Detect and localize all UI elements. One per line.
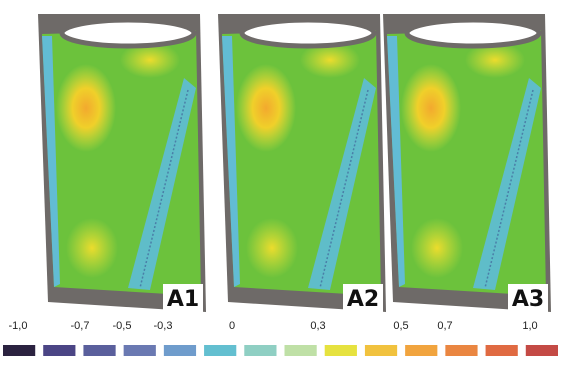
- scale-label: -0,5: [113, 320, 132, 332]
- opening: [242, 20, 374, 46]
- color-swatch: [365, 345, 397, 356]
- colorbar: -1,0 -0,7 -0,5 -0,3 0 0,3 0,5 0,7 1,0: [3, 320, 558, 356]
- opening: [407, 20, 539, 46]
- color-swatch: [244, 345, 276, 356]
- color-swatch: [204, 345, 236, 356]
- color-swatch: [405, 345, 437, 356]
- hot-spot: [401, 64, 461, 152]
- scale-label: -0,7: [71, 320, 90, 332]
- figure: A1 A2 A3 -1,0 -0,7 -0,5 -0,3 0 0,3 0,5 0,7 1,0: [0, 0, 563, 381]
- scale-label: 1,0: [522, 320, 537, 332]
- color-swatch: [445, 345, 477, 356]
- color-swatch: [83, 345, 115, 356]
- warm-spot: [246, 218, 298, 278]
- panel-label: A1: [167, 287, 199, 312]
- panels: A1 A2 A3: [38, 14, 551, 312]
- scale-label: -1,0: [9, 320, 28, 332]
- color-swatch: [526, 345, 558, 356]
- panel: A1: [38, 14, 206, 312]
- scale-label: 0,3: [310, 320, 325, 332]
- scale-label: 0: [229, 320, 235, 332]
- scale-label: -0,3: [154, 320, 173, 332]
- panel-label: A3: [512, 287, 544, 312]
- panel-label: A2: [347, 287, 379, 312]
- warm-spot: [411, 218, 463, 278]
- color-swatch: [325, 345, 357, 356]
- opening: [62, 20, 194, 46]
- color-swatch: [124, 345, 156, 356]
- scale-label: 0,7: [437, 320, 452, 332]
- hot-spot: [56, 64, 116, 152]
- color-swatch: [43, 345, 75, 356]
- panel: A2: [218, 14, 386, 312]
- hot-spot: [236, 64, 296, 152]
- color-swatch: [285, 345, 317, 356]
- color-swatch: [164, 345, 196, 356]
- scale-label: 0,5: [393, 320, 408, 332]
- warm-spot: [66, 218, 118, 278]
- color-swatch: [486, 345, 518, 356]
- color-swatch: [3, 345, 35, 356]
- panel: A3: [383, 14, 551, 312]
